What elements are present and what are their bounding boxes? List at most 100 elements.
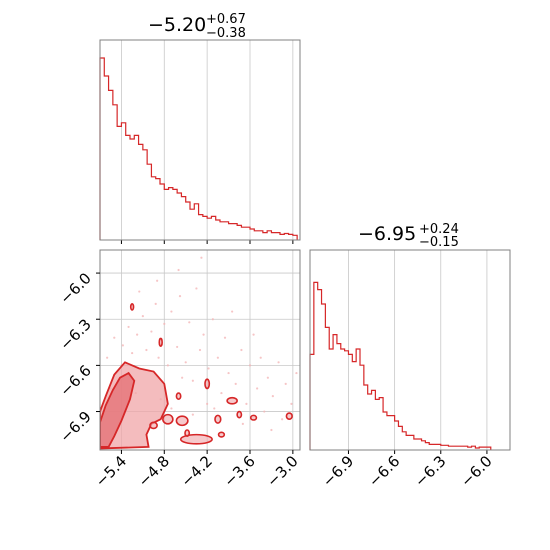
density-contour-blob bbox=[184, 429, 191, 437]
density-contour-blob bbox=[285, 412, 293, 421]
scatter-point bbox=[223, 336, 227, 339]
joint-plot-area bbox=[100, 250, 300, 450]
scatter-point bbox=[127, 325, 130, 329]
scatter-point bbox=[206, 402, 209, 405]
hist-y-plot: −6.9 −6.6 −6.3 −6.0 bbox=[309, 249, 511, 491]
scatter-point bbox=[241, 422, 244, 425]
hist-x-title-plus: +0.67 bbox=[206, 12, 246, 27]
scatter-point bbox=[271, 395, 274, 398]
scatter-point bbox=[113, 336, 116, 339]
scatter-point bbox=[216, 356, 219, 359]
scatter-point bbox=[245, 402, 248, 405]
joint-ytick-label: −6.6 bbox=[56, 361, 94, 399]
hist-panel-x: −5.20 +0.67 −0.38 bbox=[99, 12, 301, 244]
density-contour-blob bbox=[214, 414, 222, 424]
scatter-point bbox=[191, 413, 194, 416]
scatter-point bbox=[157, 356, 160, 359]
joint-ytick-label: −6.9 bbox=[56, 408, 94, 446]
scatter-point bbox=[202, 333, 205, 336]
density-contour-core bbox=[100, 371, 136, 448]
scatter-point bbox=[207, 367, 210, 370]
scatter-point bbox=[138, 290, 141, 293]
scatter-point bbox=[252, 333, 255, 336]
joint-ytick-label: −6.3 bbox=[56, 315, 94, 353]
scatter-point bbox=[263, 410, 266, 413]
scatter-point bbox=[198, 348, 202, 352]
scatter-point bbox=[220, 391, 223, 395]
scatter-point bbox=[281, 418, 284, 421]
scatter-point bbox=[231, 310, 234, 313]
density-contour-blob bbox=[217, 431, 226, 438]
joint-xtick-label: −4.2 bbox=[177, 452, 215, 490]
scatter-point bbox=[240, 348, 243, 352]
scatter-point bbox=[284, 382, 287, 385]
hist-x-plot bbox=[99, 39, 301, 244]
hist-x-frame bbox=[99, 39, 301, 241]
hist-y-title-plus: +0.24 bbox=[419, 222, 459, 237]
scatter-point bbox=[106, 356, 109, 359]
scatter-point bbox=[200, 256, 203, 259]
joint-xtick-label: −4.8 bbox=[135, 452, 173, 490]
scatter-point bbox=[131, 351, 134, 355]
hist-y-tick-label: −6.3 bbox=[411, 452, 449, 490]
scatter-point bbox=[170, 407, 173, 410]
scatter-point bbox=[141, 315, 144, 318]
scatter-point bbox=[163, 322, 166, 325]
joint-frame bbox=[99, 249, 301, 451]
density-contour-blob bbox=[175, 392, 182, 401]
scatter-point bbox=[145, 348, 148, 352]
hist-y-step-line bbox=[309, 281, 492, 450]
scatter-point bbox=[181, 376, 184, 379]
hist-x-title-minus: −0.38 bbox=[206, 26, 246, 41]
scatter-point bbox=[256, 387, 259, 390]
density-contour-blob bbox=[129, 303, 135, 311]
scatter-point bbox=[156, 279, 159, 282]
joint-xtick-label: −3.6 bbox=[220, 452, 258, 490]
hist-y-title-median: −6.95 bbox=[358, 223, 416, 245]
density-contour-blob bbox=[175, 415, 189, 427]
density-contour-blob bbox=[162, 413, 174, 425]
density-contour-blob bbox=[204, 378, 211, 390]
scatter-point bbox=[121, 344, 124, 347]
density-contour-blob bbox=[149, 421, 158, 430]
hist-y-tick-label: −6.0 bbox=[457, 452, 495, 490]
joint-xtick-label: −3.0 bbox=[263, 452, 301, 490]
scatter-point bbox=[266, 376, 269, 379]
scatter-point bbox=[166, 364, 169, 367]
scatter-point bbox=[295, 371, 298, 375]
hist-x-step-line bbox=[99, 57, 298, 240]
joint-ytick-label: −6.0 bbox=[56, 269, 94, 307]
scatter-point bbox=[195, 287, 198, 290]
density-contour-blob bbox=[236, 410, 243, 419]
scatter-point bbox=[188, 321, 191, 324]
hist-y-tick-label: −6.9 bbox=[319, 452, 357, 490]
hist-x-title-median: −5.20 bbox=[148, 14, 206, 36]
scatter-point bbox=[150, 330, 153, 333]
scatter-point bbox=[213, 407, 216, 410]
density-contour-blob bbox=[226, 396, 238, 405]
scatter-point bbox=[290, 402, 293, 405]
hist-x-title: −5.20 bbox=[148, 14, 206, 36]
scatter-point bbox=[227, 371, 230, 375]
hist-y-tick-label: −6.6 bbox=[365, 452, 403, 490]
joint-xtick-label: −5.4 bbox=[92, 452, 130, 490]
scatter-point bbox=[178, 295, 182, 298]
scatter-point bbox=[136, 333, 139, 336]
density-contour-blob bbox=[249, 414, 258, 421]
scatter-point bbox=[191, 379, 194, 382]
joint-panel: −5.4 −4.8 −4.2 −3.6 −3.0 −6.9 −6.6 −6.3 −6.0 bbox=[56, 249, 302, 491]
scatter-point bbox=[176, 345, 179, 349]
scatter-point bbox=[211, 318, 214, 321]
scatter-point bbox=[277, 361, 280, 364]
density-contour-blob bbox=[179, 433, 213, 445]
density-contour-blob bbox=[158, 337, 163, 347]
hist-y-frame bbox=[309, 249, 511, 451]
scatter-point bbox=[184, 361, 187, 364]
scatter-point bbox=[270, 428, 273, 432]
scatter-point bbox=[154, 302, 157, 305]
scatter-point bbox=[259, 356, 262, 359]
scatter-point bbox=[248, 364, 252, 367]
scatter-point bbox=[234, 382, 237, 385]
scatter-point bbox=[170, 310, 173, 313]
